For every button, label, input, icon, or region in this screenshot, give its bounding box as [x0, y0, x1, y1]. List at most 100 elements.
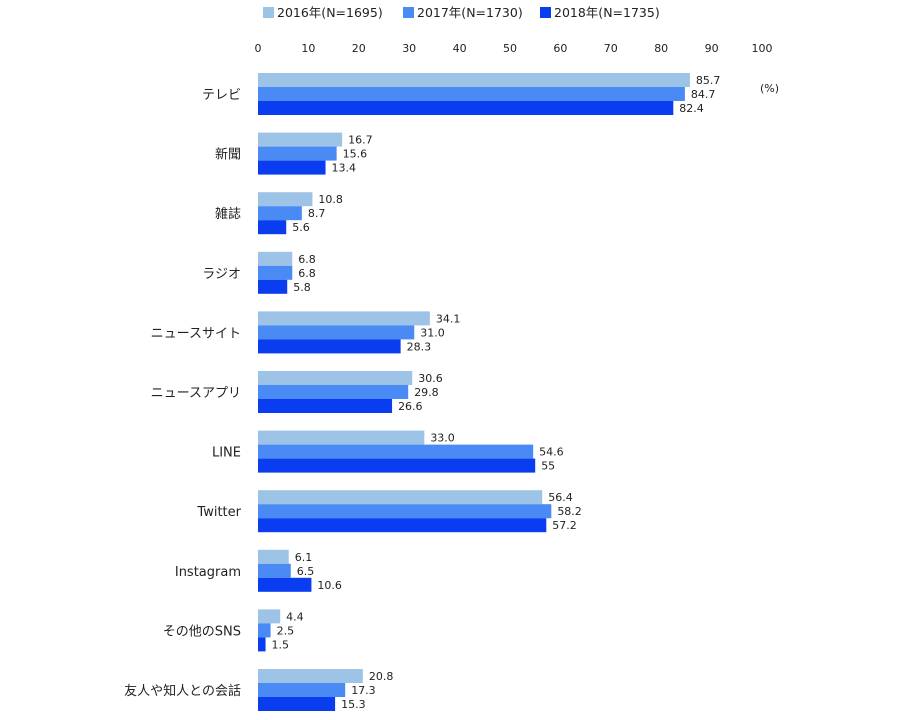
data-label: 57.2 [552, 519, 577, 532]
bar [258, 206, 302, 221]
data-label: 31.0 [420, 326, 445, 339]
category-label: Instagram [175, 565, 241, 580]
bar [258, 371, 413, 385]
data-label: 85.7 [696, 74, 721, 87]
bar [258, 87, 685, 101]
bar [258, 683, 346, 697]
bar [258, 399, 393, 413]
data-label: 10.6 [317, 579, 342, 592]
bar [258, 444, 534, 459]
tick-label: 10 [301, 42, 315, 55]
category-label: ニュースサイト [151, 326, 241, 341]
bar [258, 192, 313, 207]
bar [258, 518, 547, 533]
data-label: 5.8 [293, 281, 311, 294]
data-label: 6.8 [298, 267, 316, 280]
bar [258, 577, 312, 592]
data-label: 4.4 [286, 610, 304, 623]
category-label: LINE [212, 446, 241, 461]
data-label: 15.3 [341, 698, 366, 711]
bar-groups: 85.784.782.4 16.715.613.4 10.88.75.6 6.86.8… [258, 73, 720, 711]
legend-label-3: 2018年(N=1735) [554, 5, 660, 20]
category-label: 新聞 [215, 147, 241, 163]
bar [258, 325, 415, 340]
bar [258, 504, 552, 519]
data-label: 6.1 [295, 551, 313, 564]
bar [258, 73, 690, 87]
bar [258, 101, 674, 115]
bar [258, 609, 281, 624]
data-label: 8.7 [308, 207, 326, 220]
data-label: 58.2 [557, 505, 582, 518]
bar [258, 385, 409, 399]
data-label: 82.4 [679, 102, 704, 115]
data-label: 84.7 [691, 88, 716, 101]
bar [258, 637, 266, 652]
data-label: 5.6 [292, 221, 310, 234]
category-label: ニュースアプリ [151, 386, 241, 401]
data-label: 30.6 [418, 372, 443, 385]
bar [258, 146, 337, 161]
data-label: 10.8 [318, 193, 343, 206]
bar [258, 669, 363, 683]
tick-label: 40 [453, 42, 467, 55]
tick-label: 20 [352, 42, 366, 55]
bar [258, 430, 425, 445]
data-label: 34.1 [436, 312, 461, 325]
unit-label: (%) [760, 82, 779, 95]
legend: 2016年(N=1695) 2017年(N=1730) 2018年(N=1735) [263, 5, 660, 20]
bar [258, 458, 536, 473]
data-label: 13.4 [332, 162, 357, 175]
legend-swatch-3 [540, 7, 551, 18]
bar [258, 623, 271, 638]
category-label: 友人や知人との会話 [124, 683, 241, 699]
bar [258, 549, 289, 564]
data-label: 6.8 [298, 253, 316, 266]
tick-label: 30 [402, 42, 416, 55]
data-label: 33.0 [430, 432, 455, 445]
bar [258, 132, 343, 147]
bar [258, 311, 430, 326]
data-label: 15.6 [343, 148, 368, 161]
data-label: 17.3 [351, 684, 376, 697]
tick-label: 0 [255, 42, 262, 55]
tick-label: 80 [654, 42, 668, 55]
data-label: 54.6 [539, 446, 564, 459]
category-label: ラジオ [202, 267, 241, 282]
tick-label: 60 [553, 42, 567, 55]
data-label: 55 [541, 460, 555, 473]
data-label: 16.7 [348, 134, 373, 147]
legend-swatch-1 [263, 7, 274, 18]
legend-label-2: 2017年(N=1730) [417, 5, 523, 20]
tick-label: 50 [503, 42, 517, 55]
bar [258, 265, 293, 280]
data-label: 29.8 [414, 386, 439, 399]
category-label: Twitter [196, 505, 241, 520]
data-label: 1.5 [272, 638, 290, 651]
legend-swatch-2 [403, 7, 414, 18]
bar [258, 339, 401, 354]
data-label: 56.4 [548, 491, 573, 504]
data-label: 20.8 [369, 670, 394, 683]
category-label: 雑誌 [215, 206, 241, 222]
tick-label: 100 [752, 42, 773, 55]
bar [258, 490, 543, 505]
tick-label: 90 [705, 42, 719, 55]
data-label: 28.3 [407, 340, 432, 353]
bar [258, 220, 287, 235]
data-label: 6.5 [297, 565, 315, 578]
bar [258, 160, 326, 175]
tick-label: 70 [604, 42, 618, 55]
bar [258, 563, 291, 578]
legend-label-1: 2016年(N=1695) [277, 5, 383, 20]
data-label: 2.5 [277, 624, 295, 637]
bar [258, 251, 293, 266]
category-label: その他のSNS [163, 624, 241, 639]
bar [258, 697, 336, 711]
data-label: 26.6 [398, 400, 423, 413]
x-axis-ticks: 0 10 20 30 40 50 60 70 80 90 100 [255, 42, 773, 55]
bar [258, 279, 288, 294]
category-label: テレビ [202, 88, 241, 103]
